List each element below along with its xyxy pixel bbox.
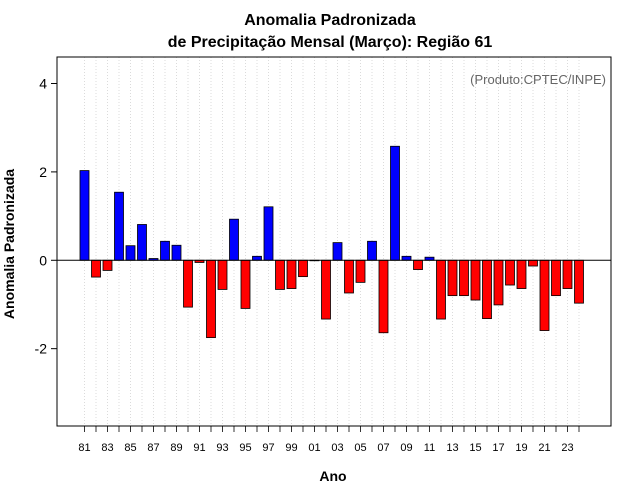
bar-95 [240,259,251,309]
bar-96 [252,255,262,261]
x-tick-label: 21 [538,442,550,454]
x-tick-label: 17 [492,442,504,454]
y-tick-label: 2 [39,164,47,180]
chart-title-line-2: de Precipitação Mensal (Março): Região 6… [168,34,493,51]
x-tick-label: 09 [400,442,412,454]
x-tick-label: 01 [308,442,320,454]
x-tick-label: 93 [216,442,228,454]
x-tick-label: 95 [239,442,251,454]
bar-03 [332,242,343,261]
x-tick-label: 03 [331,442,343,454]
x-tick-label: 81 [78,442,90,454]
x-tick-label: 97 [262,442,274,454]
bar-21 [539,259,550,331]
bar-81 [79,170,90,261]
chart-title-line-1: Anomalia Padronizada [244,12,416,29]
bar-16 [482,259,492,320]
bar-10 [413,259,423,270]
bar-14 [459,259,469,297]
bar-02 [321,259,331,320]
y-tick-label: -2 [35,341,48,357]
x-tick-label: 91 [193,442,205,454]
bar-85 [125,245,136,261]
bar-94 [229,218,239,261]
bar-09 [401,255,412,261]
bar-15 [470,259,481,301]
bar-82 [91,259,101,278]
bar-17 [493,259,504,306]
bar-12 [436,259,446,320]
bar-08 [390,145,400,261]
x-tick-label: 05 [354,442,366,454]
bar-90 [183,259,193,308]
bar-07 [378,259,389,334]
bar-92 [206,259,216,339]
bar-93 [217,259,228,290]
x-tick-label: 19 [515,442,527,454]
y-axis-title: Anomalia Padronizada [1,169,17,319]
x-tick-label: 83 [101,442,113,454]
bar-97 [263,206,274,261]
bar-05 [355,259,366,283]
y-axis: -2 0 2 4 [35,76,57,357]
x-tick-label: 15 [469,442,481,454]
x-axis: 81 83 85 87 89 91 93 95 97 99 01 03 05 07 09 11 13 15 17 19… [78,426,580,454]
bar-20 [528,259,538,267]
y-tick-label: 0 [39,252,47,268]
bar-23 [562,259,573,289]
bar-04 [344,259,354,294]
bar-19 [516,259,527,289]
bar-18 [505,259,515,286]
x-tick-label: 89 [170,442,182,454]
x-tick-label: 87 [147,442,159,454]
x-tick-label: 11 [424,442,435,454]
x-tick-label: 99 [285,442,297,454]
bar-00 [298,259,308,278]
bar-86 [137,224,147,261]
plot-frame [56,56,612,427]
bar-22 [551,259,561,297]
bar-83 [102,259,113,271]
y-tick-label: 4 [39,76,47,92]
bar-89 [171,244,182,261]
x-tick-label: 13 [446,442,458,454]
bar-06 [367,240,377,261]
gridlines [84,57,580,426]
bars [79,145,584,339]
bar-88 [160,240,170,261]
x-tick-label: 85 [124,442,136,454]
x-tick-label: 07 [377,442,389,454]
x-tick-label: 23 [561,442,573,454]
bar-13 [447,259,458,297]
bar-24 [574,259,584,304]
bar-84 [114,191,124,261]
x-axis-title: Ano [319,468,346,484]
bar-99 [286,259,297,289]
credit-annotation: (Produto:CPTEC/INPE) [470,72,606,87]
bar-98 [275,259,285,290]
